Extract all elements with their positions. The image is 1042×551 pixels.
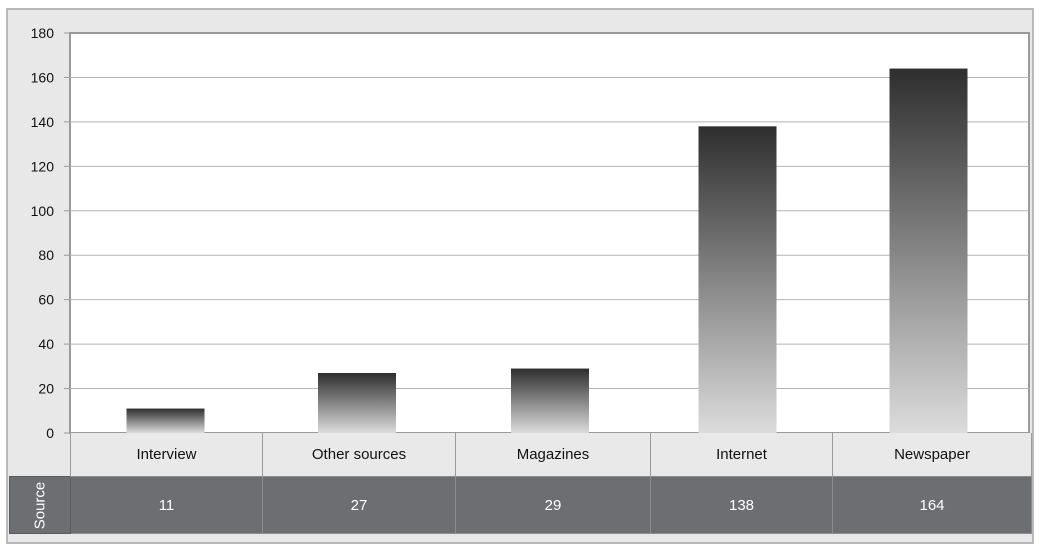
y-tick-label: 120: [31, 158, 55, 174]
value-cell: 164: [832, 476, 1032, 534]
bars: [126, 68, 968, 434]
y-tick-label: 0: [46, 425, 54, 441]
y-tick-label: 180: [31, 25, 55, 41]
value-cell: 29: [455, 476, 651, 534]
y-tick-label: 60: [38, 292, 54, 308]
grid-lines: [70, 76, 1029, 390]
y-tick-label: 160: [31, 69, 55, 85]
values-row: Source 11 27 29 138 164: [9, 476, 1032, 534]
category-label: Interview: [70, 433, 263, 477]
category-row: Interview Other sources Magazines Intern…: [10, 433, 1032, 477]
y-tick-label: 80: [38, 247, 54, 263]
y-tick-label: 140: [31, 114, 55, 130]
y-tick-label: 40: [38, 336, 54, 352]
y-tick-label: 100: [31, 203, 55, 219]
y-axis: 0 20 40 60 80 100 120 140 160 180: [31, 25, 70, 441]
value-cell: 138: [650, 476, 833, 534]
bar: [889, 68, 968, 434]
category-label: Internet: [650, 433, 833, 477]
value-cell: 11: [70, 476, 263, 534]
category-label: Magazines: [455, 433, 651, 477]
plot-area: [69, 32, 1030, 434]
row-header: Source: [9, 476, 71, 534]
table-corner: [10, 433, 71, 477]
bar: [698, 126, 777, 433]
category-label: Other sources: [262, 433, 456, 477]
y-tick-label: 20: [38, 381, 54, 397]
value-cell: 27: [262, 476, 456, 534]
category-label: Newspaper: [832, 433, 1032, 477]
bar: [318, 373, 396, 433]
data-table: Interview Other sources Magazines Intern…: [9, 433, 1032, 534]
bar: [126, 408, 205, 433]
row-header-label: Source: [31, 481, 49, 529]
bar: [511, 368, 589, 433]
